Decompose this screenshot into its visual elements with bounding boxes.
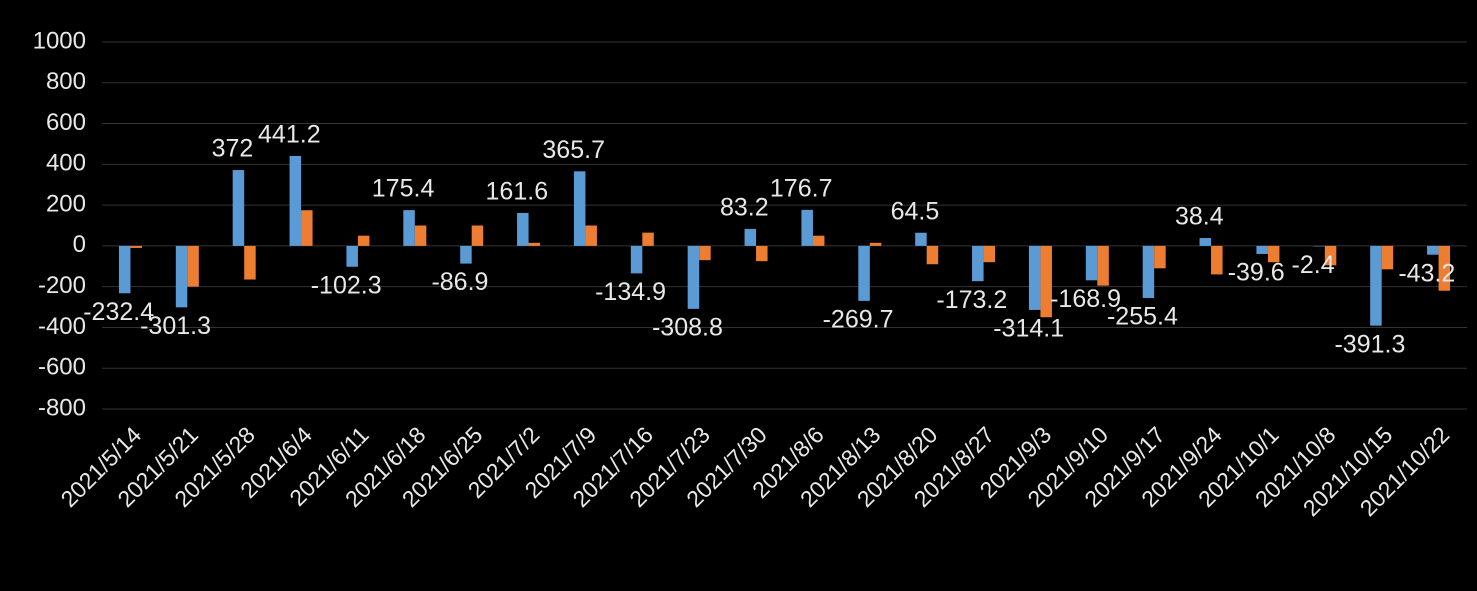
bar xyxy=(1097,245,1109,286)
bar xyxy=(301,210,313,246)
y-tick-label: -800 xyxy=(38,394,86,421)
bar xyxy=(528,242,541,246)
data-label: 83.2 xyxy=(720,194,769,222)
bar xyxy=(972,245,984,282)
bar xyxy=(1370,245,1382,326)
bar xyxy=(1211,245,1223,275)
bar xyxy=(244,245,256,280)
data-label: 38.4 xyxy=(1175,203,1224,231)
bar xyxy=(187,245,199,287)
y-tick-label: -200 xyxy=(38,272,86,299)
bar xyxy=(744,228,757,246)
bar xyxy=(801,209,813,246)
bar xyxy=(642,232,654,246)
data-label: -39.6 xyxy=(1228,259,1285,287)
y-tick-label: 400 xyxy=(46,150,86,177)
bar xyxy=(471,225,484,246)
bar xyxy=(869,242,882,246)
bar xyxy=(1267,245,1280,263)
y-tick-label: 200 xyxy=(46,190,86,217)
data-label: -269.7 xyxy=(823,305,894,333)
bar xyxy=(1427,245,1439,255)
data-label: -43.2 xyxy=(1398,259,1455,287)
data-label: -173.2 xyxy=(936,286,1007,314)
data-label: -134.9 xyxy=(595,278,666,306)
bar xyxy=(1324,245,1337,266)
data-label: -102.3 xyxy=(311,271,382,299)
bar xyxy=(1438,245,1451,291)
bar xyxy=(1028,245,1041,310)
bar xyxy=(630,245,643,274)
data-label: 372 xyxy=(212,135,254,163)
data-label: -168.9 xyxy=(1050,285,1121,313)
data-label: -308.8 xyxy=(652,313,723,341)
y-tick-label: 600 xyxy=(46,109,86,136)
bar xyxy=(1381,245,1394,270)
bar xyxy=(517,212,529,246)
data-label: -2.4 xyxy=(1292,251,1335,279)
y-tick-label: -600 xyxy=(38,354,86,381)
data-label: 64.5 xyxy=(891,197,940,225)
bar xyxy=(915,232,927,246)
bar xyxy=(130,245,142,248)
data-label: -301.3 xyxy=(140,312,211,340)
bar xyxy=(858,245,870,301)
data-label: -255.4 xyxy=(1107,303,1178,331)
bar xyxy=(1040,245,1052,318)
bar xyxy=(1085,245,1098,281)
y-tick-label: 0 xyxy=(73,231,86,258)
data-label: -232.4 xyxy=(83,298,154,326)
bar xyxy=(346,245,358,267)
bar xyxy=(1154,245,1166,269)
bar xyxy=(756,245,768,262)
bar xyxy=(1256,245,1268,254)
bar xyxy=(585,225,597,246)
data-label: 175.4 xyxy=(372,175,435,203)
bar xyxy=(289,155,302,246)
bar xyxy=(573,171,586,246)
bar xyxy=(699,245,711,261)
bar xyxy=(1142,245,1155,298)
data-label: 161.6 xyxy=(486,178,549,206)
data-label: 365.7 xyxy=(542,136,605,164)
bar xyxy=(232,170,245,246)
bar xyxy=(926,245,939,265)
bar xyxy=(1199,238,1212,246)
bar xyxy=(118,245,131,294)
bar xyxy=(460,245,472,264)
bar xyxy=(983,245,996,263)
data-label: 176.7 xyxy=(770,174,833,202)
y-tick-label: -400 xyxy=(38,313,86,340)
data-label: -86.9 xyxy=(431,268,488,296)
bar xyxy=(687,245,700,309)
y-tick-label: 1000 xyxy=(33,27,86,54)
bar xyxy=(357,235,370,246)
bar xyxy=(812,235,825,246)
bar xyxy=(175,245,188,308)
data-label: -391.3 xyxy=(1334,330,1405,358)
bar xyxy=(403,210,415,246)
data-label: -314.1 xyxy=(993,315,1064,343)
bar xyxy=(414,225,427,246)
y-tick-label: 800 xyxy=(46,68,86,95)
data-label: 441.2 xyxy=(258,121,321,149)
